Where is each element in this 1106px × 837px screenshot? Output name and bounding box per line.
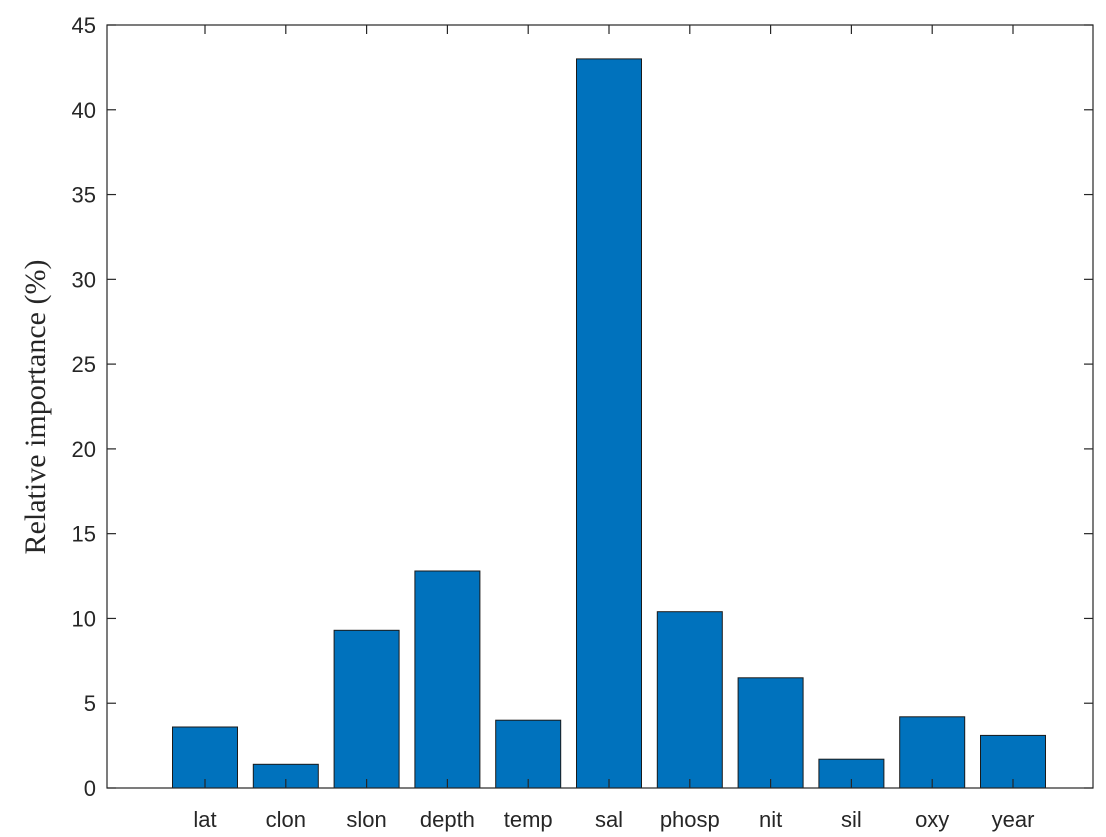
- x-tick-label: depth: [420, 807, 475, 832]
- bar-phosp: [656, 611, 723, 789]
- y-tick-label: 30: [72, 267, 96, 292]
- plot-area-frame: [106, 24, 1094, 789]
- bar-temp: [495, 719, 562, 789]
- y-tick-label: 25: [72, 352, 96, 377]
- x-tick-label: phosp: [660, 807, 720, 832]
- x-tick-label: clon: [266, 807, 306, 832]
- y-tick-label: 0: [84, 776, 96, 801]
- y-tick-label: 40: [72, 98, 96, 123]
- bar-lat: [172, 726, 238, 789]
- x-tick-label: slon: [346, 807, 386, 832]
- x-tick-label: sal: [595, 807, 623, 832]
- y-tick-label: 5: [84, 691, 96, 716]
- y-tick-label: 10: [72, 606, 96, 631]
- axes: [106, 24, 1094, 789]
- y-tick-label: 45: [72, 13, 96, 38]
- y-axis-label: Relative importance (%): [19, 260, 52, 555]
- x-tick-label: nit: [759, 807, 782, 832]
- x-tick-label: oxy: [915, 807, 949, 832]
- y-tick-label: 15: [72, 522, 96, 547]
- bar-nit: [737, 677, 804, 789]
- bar-depth: [414, 570, 481, 789]
- x-tick-label: lat: [193, 807, 216, 832]
- y-axis-ticks: 0 5 10 15 20 25 30 35 40 45: [72, 13, 1093, 801]
- x-axis-ticks: lat clon slon depth temp sal phosp nit sil oxy yea…: [193, 25, 1034, 832]
- bar-slon: [333, 629, 400, 789]
- x-tick-label: temp: [504, 807, 553, 832]
- x-tick-label: year: [992, 807, 1035, 832]
- y-tick-label: 20: [72, 437, 96, 462]
- bar-oxy: [899, 716, 966, 789]
- x-tick-label: sil: [841, 807, 862, 832]
- bars: [172, 58, 1046, 789]
- y-tick-label: 35: [72, 183, 96, 208]
- bar-sal: [576, 58, 642, 789]
